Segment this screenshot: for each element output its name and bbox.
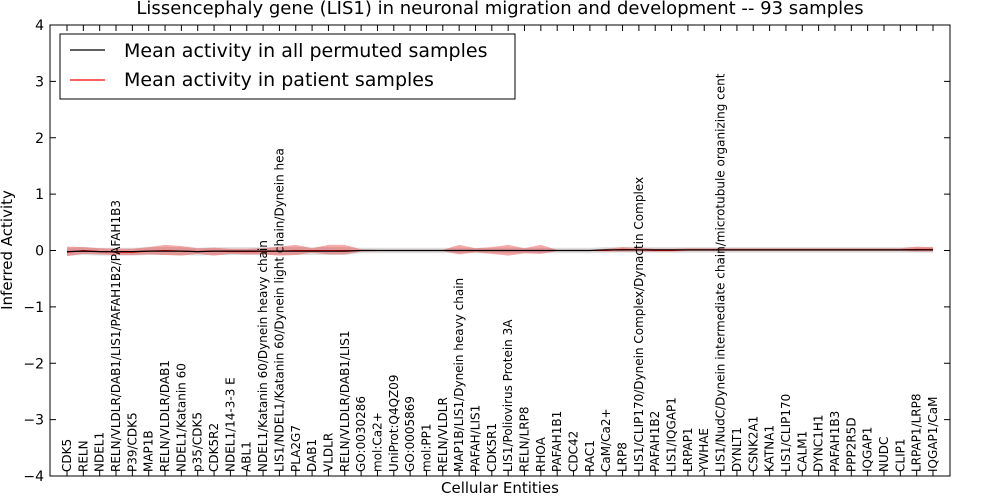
x-category-label: p35/CDK5: [191, 412, 205, 472]
x-category-label: CaM/Ca2+: [599, 408, 613, 472]
legend-label-patient: Mean activity in patient samples: [124, 69, 434, 91]
y-axis-title: Inferred Activity: [0, 190, 16, 310]
x-axis-title: Cellular Entities: [441, 479, 559, 497]
x-category-label: NDEL1/Katanin 60: [174, 363, 188, 472]
x-category-label: RELN/LRP8: [518, 406, 532, 472]
x-category-label: PPP2R5D: [844, 417, 858, 472]
y-tick-label: 3: [35, 74, 44, 90]
y-axis: −4 −3 −2 −1 0 1 2 3 4: [23, 18, 950, 485]
x-category-label: CDK5R2: [207, 423, 221, 472]
chart-title: Lissencephaly gene (LIS1) in neuronal mi…: [136, 0, 863, 19]
x-category-label: LRP8: [616, 442, 630, 472]
y-tick-label: 2: [35, 131, 44, 147]
plot-area: [66, 244, 933, 257]
permuted-samples-band: [67, 247, 933, 256]
x-category-label: RELN/VLDLR/DAB1/LIS1/PAFAH1B2/PAFAH1B3: [109, 200, 123, 472]
x-category-label: ABL1: [240, 441, 254, 472]
x-category-label: LIS1/CLIP170: [779, 394, 793, 472]
x-category-label: RHOA: [534, 436, 548, 472]
legend-label-permuted: Mean activity in all permuted samples: [124, 40, 487, 62]
x-category-label: IQGAP1: [861, 427, 875, 472]
x-category-label: LIS1/NudC/Dynein intermediate chain/micr…: [714, 73, 728, 472]
x-category-label: RELN/VLDLR/DAB1/LIS1: [338, 331, 352, 472]
permuted-samples-line: [66, 249, 933, 253]
x-category-label: UniProt:Q4QZ09: [387, 374, 401, 472]
x-category-label: CSNK2A1: [746, 416, 760, 472]
x-category-label: PAFAH1B2: [648, 411, 662, 472]
x-category-label: PLA2G7: [289, 425, 303, 472]
x-category-label: CDC42: [567, 431, 581, 472]
y-tick-label: −2: [23, 356, 44, 372]
x-category-label: MAP1B/LIS1/Dynein heavy chain: [452, 278, 466, 472]
x-category-label: NDEL1: [93, 432, 107, 472]
x-category-label: P39/CDK5: [125, 412, 139, 472]
x-category-label: KATNA1: [763, 425, 777, 472]
y-tick-label: −4: [23, 469, 44, 485]
x-category-label: RELN: [76, 440, 90, 472]
x-category-label: IQGAP1/CaM: [926, 397, 940, 473]
x-category-label: NDEL1/Katanin 60/Dynein heavy chain: [256, 240, 270, 472]
x-category-label: CDK5R1: [485, 423, 499, 472]
y-tick-label: −1: [23, 300, 44, 316]
x-category-label: GO:0005869: [403, 396, 417, 472]
x-category-label: NDEL1/14-3-3 E: [223, 377, 237, 472]
x-category-label: LRPAP1/LRP8: [910, 393, 924, 472]
x-category-label: LIS1/Poliovirus Protein 3A: [501, 319, 515, 472]
x-category-label: PAFAH/LIS1: [469, 405, 483, 472]
y-tick-label: 4: [35, 18, 44, 34]
x-category-label: mol:Ca2+: [371, 412, 385, 472]
x-category-label: VLDLR: [321, 433, 335, 472]
x-axis-category-labels: CDK5 RELN NDEL1 RELN/VLDLR/DAB1/LIS1/PAFAH1…: [60, 25, 940, 476]
y-tick-label: 1: [35, 187, 44, 203]
legend: Mean activity in all permuted samples Me…: [59, 33, 516, 100]
x-category-label: LRPAP1: [681, 427, 695, 472]
x-category-label: RELN/VLDLR/DAB1: [158, 360, 172, 472]
x-category-label: NUDC: [877, 437, 891, 472]
x-category-label: PAFAH1B1: [550, 411, 564, 472]
x-category-label: RELN/VLDLR: [436, 397, 450, 472]
x-category-label: DYNC1H1: [812, 414, 826, 472]
x-category-label: GO:0030286: [354, 396, 368, 472]
legend-box: [59, 33, 516, 100]
x-category-label: YWHAE: [697, 428, 711, 473]
x-category-label: MAP1B: [142, 430, 156, 472]
x-category-label: LIS1/IQGAP1: [665, 397, 679, 472]
x-category-label: DYNLT1: [730, 427, 744, 472]
x-category-label: PAFAH1B3: [828, 411, 842, 472]
x-category-label: RAC1: [583, 440, 597, 472]
x-category-label: LIS1/CLIP170/Dynein Complex/Dynactin Com…: [632, 177, 646, 472]
x-category-label: mol:PP1: [420, 423, 434, 472]
x-category-label: CALM1: [795, 431, 809, 472]
x-category-label: CDK5: [60, 439, 74, 472]
y-tick-label: 0: [35, 244, 44, 260]
x-category-label: LIS1/NDEL1/Katanin 60/Dynein light chain…: [272, 148, 286, 472]
x-category-label: CLIP1: [893, 439, 907, 472]
x-category-label: DAB1: [305, 439, 319, 472]
y-tick-label: −3: [23, 413, 44, 429]
